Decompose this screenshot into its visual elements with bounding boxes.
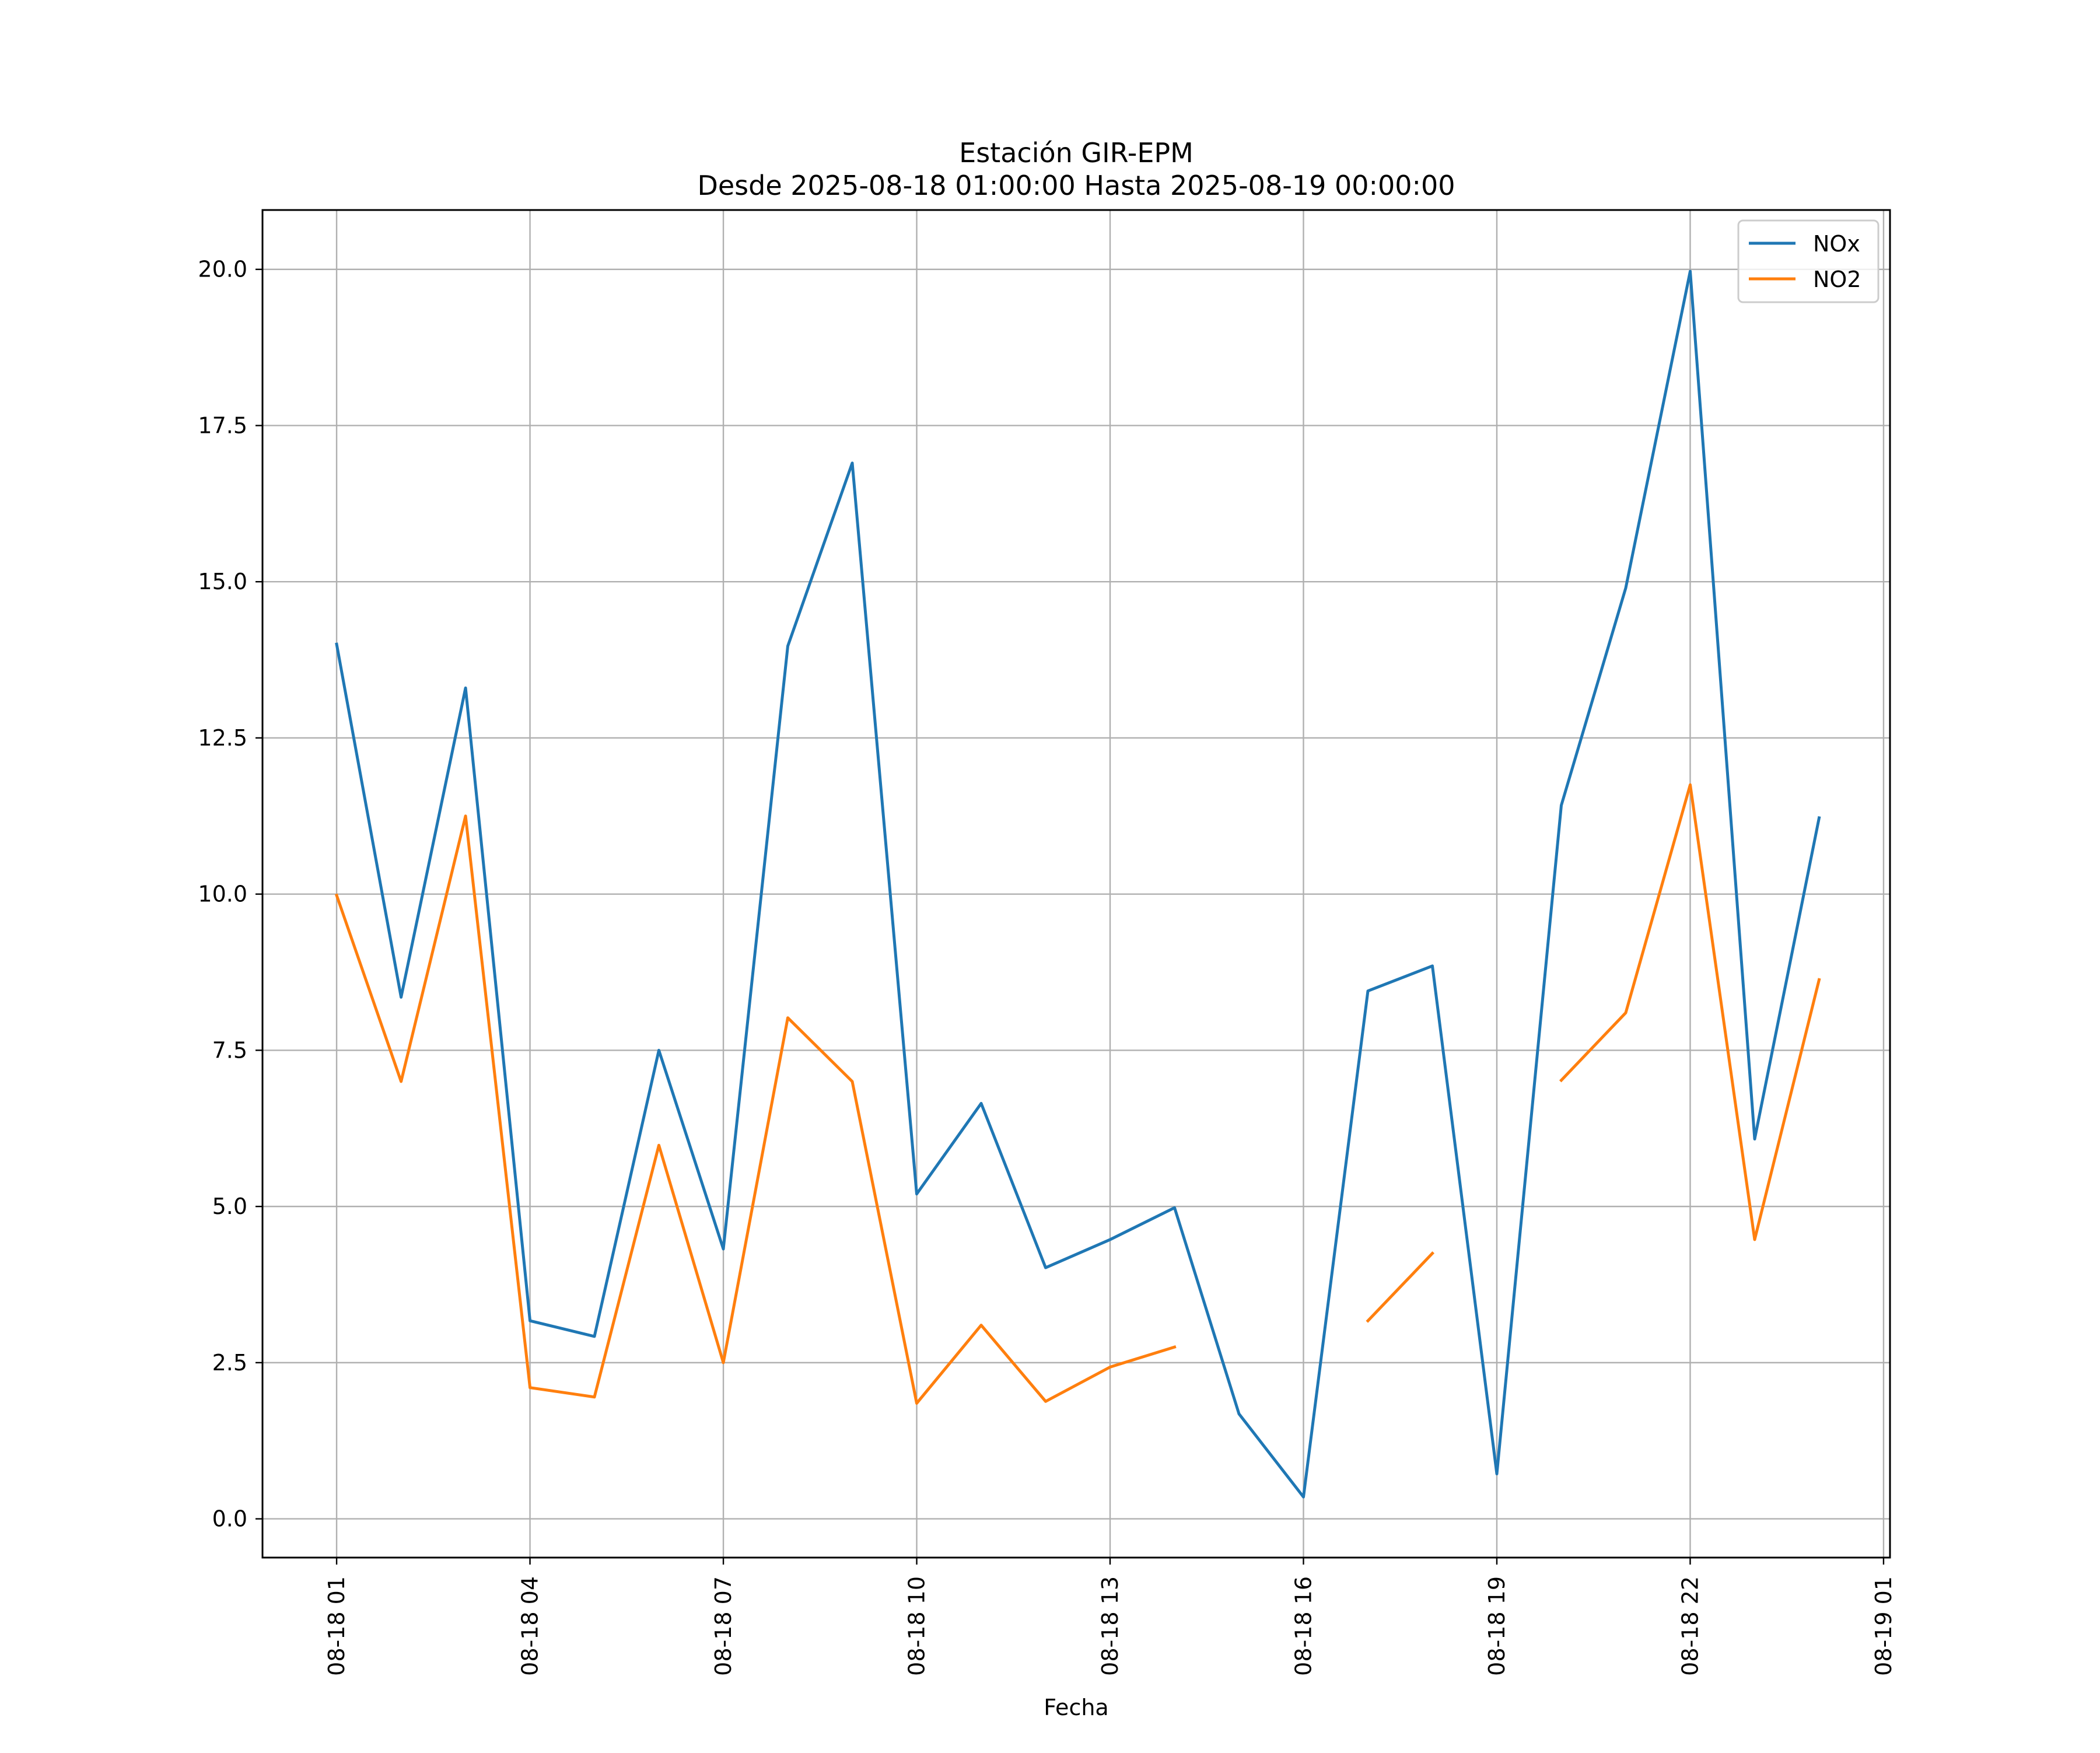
data-point-nox [465, 687, 466, 688]
y-tick-label: 15.0 [198, 569, 247, 594]
chart-title: Estación GIR-EPM [959, 137, 1194, 169]
data-point-no2 [530, 1387, 531, 1388]
data-point-no2 [1689, 784, 1690, 785]
data-point-nox [1496, 1473, 1497, 1474]
data-point-nox [1045, 1267, 1046, 1268]
data-point-no2 [1560, 1080, 1562, 1081]
data-point-nox [1432, 965, 1433, 967]
data-point-no2 [1625, 1012, 1626, 1013]
data-point-nox [401, 996, 402, 998]
data-point-no2 [336, 895, 337, 896]
data-point-nox [1367, 991, 1368, 992]
data-point-no2 [1818, 979, 1819, 980]
data-point-nox [1238, 1413, 1240, 1415]
x-tick-label: 08-19 01 [1871, 1576, 1896, 1676]
x-axis-label: Fecha [1044, 1695, 1108, 1720]
x-tick-label: 08-18 16 [1290, 1576, 1316, 1676]
data-point-nox [788, 646, 789, 647]
series-line-no2 [334, 814, 1177, 1405]
data-point-no2 [723, 1362, 724, 1363]
data-point-nox [336, 643, 337, 645]
legend-box [1737, 219, 1880, 303]
y-tick-label: 10.0 [198, 881, 247, 907]
grid-layer [262, 210, 1890, 1558]
plot-frame [261, 209, 1891, 1559]
data-point-no2 [788, 1017, 789, 1019]
data-point-nox [594, 1336, 595, 1337]
data-point-nox [1174, 1207, 1175, 1208]
data-point-no2 [1045, 1401, 1046, 1402]
y-tick-label: 20.0 [198, 257, 247, 282]
legend-label-no2: NO2 [1813, 267, 1861, 292]
data-point-no2 [659, 1145, 660, 1146]
data-point-nox [916, 1194, 918, 1195]
data-point-no2 [1754, 1239, 1755, 1240]
series-line-no2 [1366, 1251, 1435, 1323]
data-point-nox [852, 463, 853, 464]
x-tick-label: 08-18 04 [517, 1576, 543, 1676]
data-point-no2 [981, 1325, 982, 1326]
y-tick-label: 2.5 [212, 1350, 247, 1376]
series-line-no2 [1559, 783, 1821, 1241]
y-tick-label: 12.5 [198, 725, 247, 751]
data-point-nox [530, 1320, 531, 1321]
x-tick-label: 08-18 07 [710, 1576, 736, 1676]
legend: NOx NO2 [1737, 219, 1880, 303]
x-tick-label: 08-18 13 [1097, 1576, 1123, 1676]
x-tick-label: 08-18 01 [324, 1576, 349, 1676]
data-point-nox [1560, 805, 1562, 806]
data-point-no2 [594, 1397, 595, 1398]
data-point-nox [1625, 587, 1626, 589]
data-point-no2 [852, 1081, 853, 1082]
data-point-no2 [1367, 1320, 1368, 1321]
data-point-no2 [1432, 1252, 1433, 1254]
data-point-nox [1303, 1496, 1304, 1497]
data-point-no2 [1110, 1366, 1111, 1367]
data-point-no2 [1174, 1346, 1175, 1348]
y-tick-label: 0.0 [212, 1506, 247, 1532]
x-tick-label: 08-18 22 [1677, 1576, 1703, 1676]
y-tick-label: 7.5 [212, 1037, 247, 1063]
legend-label-nox: NOx [1813, 231, 1860, 257]
data-point-nox [981, 1103, 982, 1104]
data-point-nox [1110, 1239, 1111, 1240]
x-tick-label: 08-18 19 [1484, 1576, 1510, 1676]
data-point-no2 [401, 1081, 402, 1082]
series-line-nox [335, 270, 1821, 1499]
data-point-nox [723, 1248, 724, 1250]
data-point-nox [659, 1049, 660, 1051]
x-tick-label: 08-18 10 [904, 1576, 930, 1676]
y-tick-label: 5.0 [212, 1194, 247, 1219]
data-point-nox [1754, 1138, 1755, 1139]
axis-layer: 08-18 01 08-18 04 08-18 07 08-18 10 08-18 13… [198, 257, 1896, 1676]
chart-subtitle: Desde 2025-08-18 01:00:00 Hasta 2025-08-… [697, 170, 1455, 201]
data-point-nox [1818, 817, 1819, 818]
series-layer [334, 270, 1821, 1499]
y-tick-label: 17.5 [198, 412, 247, 438]
data-point-no2 [916, 1402, 918, 1404]
data-point-nox [1689, 271, 1690, 272]
data-point-no2 [465, 816, 466, 817]
